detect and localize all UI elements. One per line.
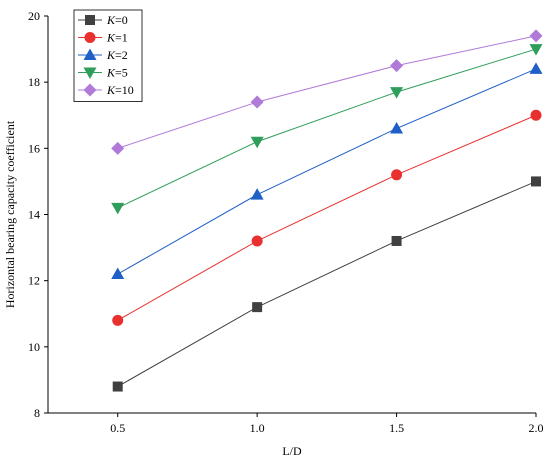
series-line — [117, 35, 537, 149]
series-line — [117, 180, 537, 387]
series-line — [117, 48, 537, 209]
legend-label: K=1 — [106, 31, 128, 45]
series-4 — [111, 29, 543, 155]
legend-label: K=5 — [106, 66, 128, 80]
series-1 — [112, 109, 542, 326]
legend-marker — [85, 15, 95, 25]
y-tick-label: 10 — [28, 340, 40, 354]
data-point — [250, 188, 264, 200]
legend: K=0 K=1 K=2 K=5 K=10 — [73, 9, 143, 102]
y-tick-label: 16 — [28, 141, 40, 155]
data-point — [112, 381, 123, 392]
legend-item: K=1 — [78, 31, 128, 45]
legend-marker — [84, 32, 96, 43]
data-point — [111, 141, 125, 155]
data-point — [529, 62, 543, 74]
data-point — [529, 29, 543, 43]
data-point — [390, 59, 404, 73]
data-point — [111, 267, 125, 280]
legend-item: K=10 — [78, 83, 134, 97]
data-point — [390, 87, 404, 99]
data-point — [250, 136, 264, 149]
plot-area — [111, 29, 543, 392]
x-axis-title: L/D — [282, 444, 302, 458]
x-tick-label: 2.0 — [529, 421, 544, 435]
axes: 8 10 12 14 16 18 20 0.5 1.0 1.5 2.0 — [28, 9, 544, 435]
legend-label: K=10 — [106, 83, 134, 97]
legend-marker — [83, 67, 97, 79]
legend-marker — [83, 83, 97, 97]
y-axis-title: Horizontal bearing capacity coefficient — [3, 120, 17, 308]
y-tick-label: 14 — [28, 208, 40, 222]
legend-label: K=2 — [106, 48, 128, 62]
data-point — [111, 202, 125, 215]
data-point — [391, 169, 403, 181]
data-point — [252, 302, 263, 313]
series-line — [117, 68, 537, 275]
y-tick-label: 8 — [34, 406, 40, 420]
y-tick-label: 18 — [28, 75, 40, 89]
series-line — [117, 114, 537, 321]
data-point — [251, 235, 263, 247]
data-point — [531, 176, 541, 187]
legend-marker — [83, 48, 97, 60]
x-tick-label: 1.0 — [250, 421, 265, 435]
series-0 — [112, 176, 541, 392]
series-3 — [111, 44, 543, 215]
y-tick-label: 20 — [28, 9, 40, 23]
x-tick-label: 0.5 — [110, 421, 125, 435]
data-point — [391, 235, 402, 246]
legend-item: K=2 — [78, 48, 128, 62]
legend-label: K=0 — [106, 13, 128, 27]
legend-item: K=5 — [78, 66, 128, 80]
data-point — [112, 314, 124, 326]
data-point — [530, 109, 542, 121]
x-tick-label: 1.5 — [389, 421, 404, 435]
data-point — [250, 95, 264, 109]
series-2 — [111, 62, 543, 280]
data-point — [390, 121, 404, 134]
legend-item: K=0 — [78, 13, 128, 27]
data-point — [529, 44, 543, 56]
y-tick-label: 12 — [28, 274, 40, 288]
legend-box — [73, 9, 143, 102]
